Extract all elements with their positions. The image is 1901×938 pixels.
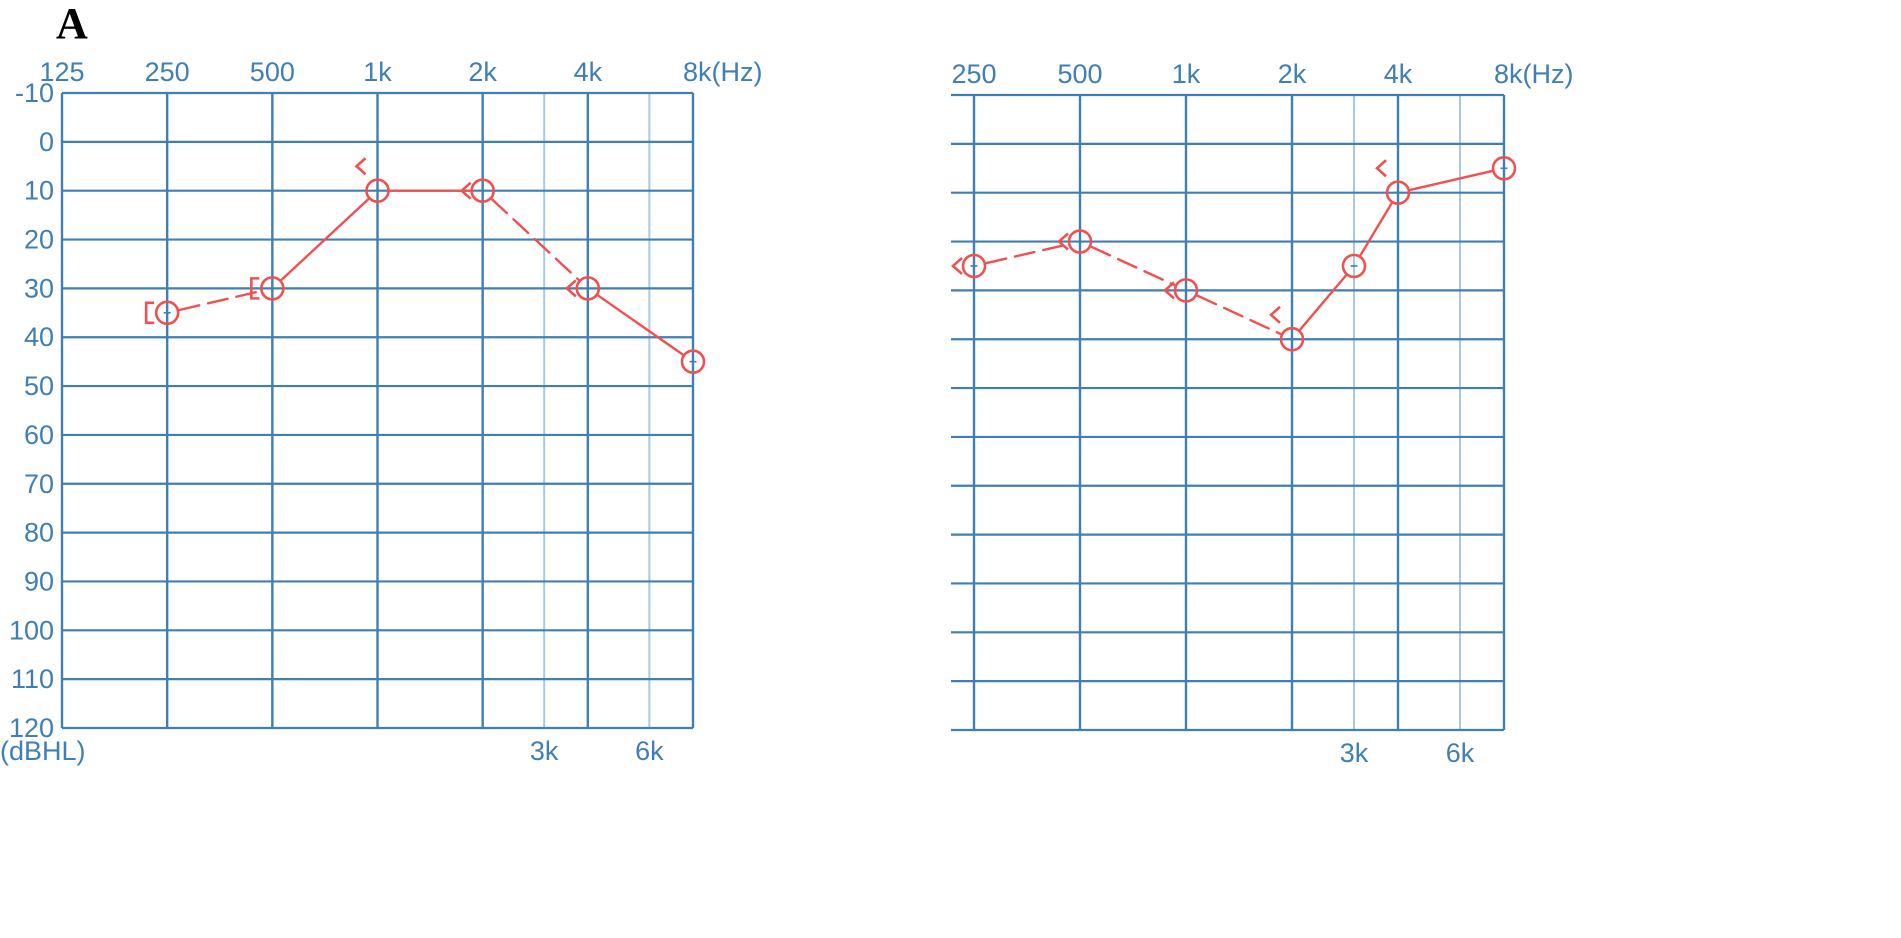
audiogram-a-series-segment (597, 294, 684, 356)
audiogram-b-top-tick-label: 1k (1172, 59, 1201, 89)
audiogram-a-bracket-marker (144, 301, 155, 325)
audiogram-a-y-tick-label: 110 (11, 664, 54, 694)
audiogram-b-circle-marker (1385, 180, 1411, 205)
audiogram-a-bottom-tick-label: 3k (530, 736, 559, 766)
audiogram-a-y-tick-label: 20 (24, 225, 54, 255)
audiogram-a-series-segment (178, 290, 261, 312)
audiogram-a-y-tick-label: 120 (9, 713, 54, 743)
audiogram-b-circle-marker (1279, 326, 1305, 352)
audiogram-b-series-segment (1409, 169, 1493, 191)
audiogram-b-circle-marker (1067, 229, 1093, 254)
audiogram-b-top-tick-label: 8k(Hz) (1494, 59, 1574, 89)
audiogram-b-angle-marker (1269, 305, 1281, 324)
audiogram-a-top-tick-label: 500 (250, 57, 295, 87)
audiogram-a-top-tick-label: 1k (363, 57, 392, 87)
audiogram-b-series-segment (985, 243, 1069, 265)
audiogram-a-circle-marker (470, 178, 495, 203)
audiogram-b-series-segment (1299, 274, 1347, 331)
audiogram-b-top-tick-label: 2k (1278, 59, 1307, 89)
audiogram-a-top-tick-label: 2k (468, 57, 497, 87)
audiogram-a: A 125 250 500 1k 2k 4k 8k(Hz) 3k 6k -10 0 10 20 30 40 50… (0, 0, 950, 938)
audiogram-a-y-tick-label: 50 (24, 371, 54, 401)
audiogram-a-panel-label: A (56, 0, 88, 48)
audiogram-a-y-tick-label: 0 (39, 127, 54, 157)
audiogram-a-circle-marker (260, 276, 285, 301)
audiogram-b-circle-marker (1173, 278, 1199, 303)
audiogram-a-y-tick-label: -10 (15, 78, 54, 108)
audiogram-b-circle-marker (961, 253, 987, 279)
audiogram-a-top-tick-label: 125 (39, 57, 84, 87)
audiogram-a-top-tick-label: 8k(Hz) (683, 57, 763, 87)
audiogram-b-angle-marker (1057, 232, 1069, 251)
audiogram-a-y-tick-label: 30 (24, 273, 54, 303)
audiogram-a-y-tick-label: 10 (24, 176, 54, 206)
audiogram-b-bottom-tick-label: 6k (1446, 738, 1475, 768)
audiogram-b-svg: B1252505001k2k4k8k(Hz)3k6k-1001020304050… (951, 59, 1574, 768)
audiogram-b-circle-marker (1341, 253, 1367, 279)
audiogram-a-y-tick-label: 40 (24, 322, 54, 352)
audiogram-a-y-tick-label: 90 (24, 566, 54, 596)
audiogram-b-top-tick-label: 4k (1384, 59, 1413, 89)
audiogram-a-y-tick-label: 80 (24, 518, 54, 548)
audiogram-a-circle-marker (680, 349, 706, 374)
audiogram-a-ylabel: (dBHL) (0, 736, 86, 766)
audiogram-a-angle-marker (354, 157, 367, 176)
audiogram-b-series-segment (1196, 294, 1282, 335)
audiogram-b-series-segment (1090, 245, 1176, 287)
audiogram-a-angle-marker (459, 181, 472, 200)
audiogram-a-top-tick-label: 250 (145, 57, 190, 87)
audiogram-a-circle-marker (575, 276, 601, 301)
audiogram-b-angle-marker (1163, 281, 1175, 300)
audiogram-a-series-segment (490, 198, 580, 281)
audiogram-a-svg: A 125 250 500 1k 2k 4k 8k(Hz) 3k 6k -10 0 10 20 30 40 50… (0, 0, 763, 766)
audiogram-a-circle-marker (365, 178, 390, 203)
audiogram-a-bottom-tick-label: 6k (635, 736, 664, 766)
audiogram-a-series-segment (280, 198, 370, 281)
audiogram-a-top-tick-label: 4k (574, 57, 603, 87)
audiogram-a-y-tick-label: 100 (9, 615, 54, 645)
audiogram-b-circle-marker (1491, 155, 1517, 181)
audiogram-b-angle-marker (1375, 159, 1387, 178)
audiogram-a-circle-marker (154, 300, 180, 326)
audiogram-b-bottom-tick-label: 3k (1340, 738, 1369, 768)
audiogram-a-y-tick-label: 70 (24, 469, 54, 499)
audiogram-a-bracket-marker (250, 277, 260, 300)
audiogram-b-top-tick-label: 500 (1057, 59, 1102, 89)
audiogram-b-angle-marker (951, 256, 963, 275)
audiogram-a-angle-marker (564, 279, 577, 298)
audiogram-b: B1252505001k2k4k8k(Hz)3k6k-1001020304050… (951, 0, 1901, 938)
audiogram-a-y-tick-label: 60 (24, 420, 54, 450)
audiogram-b-series-segment (1359, 202, 1393, 257)
audiogram-b-top-tick-label: 250 (951, 59, 996, 89)
